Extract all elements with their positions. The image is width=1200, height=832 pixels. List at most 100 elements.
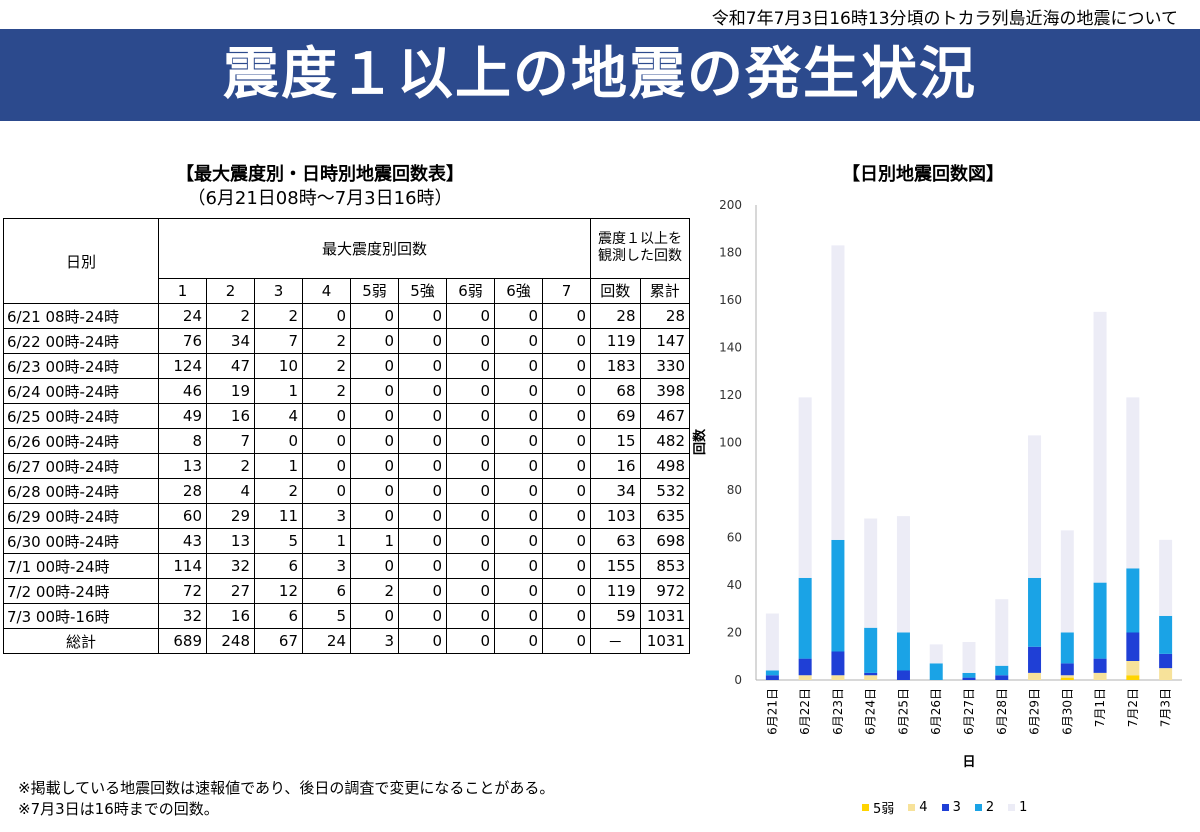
count-cell: 0: [494, 628, 543, 654]
bar-segment: [995, 675, 1009, 680]
count-cell: 0: [494, 403, 543, 429]
day-cell: 7/2 00時-24時: [3, 578, 159, 604]
count-cell: 1: [254, 378, 303, 404]
count-cell: 2: [206, 453, 255, 479]
count-cell: 0: [542, 303, 591, 329]
count-cell: 0: [446, 503, 495, 529]
legend-swatch: [908, 804, 916, 811]
day-cell: 6/24 00時-24時: [3, 378, 159, 404]
day-cell: 6/29 00時-24時: [3, 503, 159, 529]
y-tick-label: 100: [719, 436, 742, 450]
count-cell: 0: [302, 428, 351, 454]
y-tick-label: 0: [734, 673, 742, 687]
count-cell: 0: [446, 403, 495, 429]
x-tick-label: 6月25日: [896, 688, 910, 735]
count-cell: 6: [254, 553, 303, 579]
count-cell: 0: [398, 303, 447, 329]
x-tick-label: 6月24日: [864, 688, 878, 735]
count-cell: 0: [542, 528, 591, 554]
count-cell: 0: [446, 353, 495, 379]
count-cell: 0: [446, 378, 495, 404]
bar-segment: [1159, 668, 1173, 680]
count-cell: 4: [206, 478, 255, 504]
cumulative-cell: 972: [639, 578, 690, 604]
count-cell: 5: [302, 603, 351, 629]
bar-segment: [1126, 675, 1140, 680]
count-cell: 2: [302, 353, 351, 379]
count-cell: 13: [206, 528, 255, 554]
bar-segment: [1126, 661, 1140, 676]
count-cell: 67: [254, 628, 303, 654]
day-cell: 6/23 00時-24時: [3, 353, 159, 379]
column-header-7: 6弱: [446, 277, 495, 305]
x-tick-label: 6月21日: [765, 688, 779, 735]
count-cell: 0: [494, 478, 543, 504]
count-cell: 0: [398, 428, 447, 454]
legend-item: 5弱: [862, 798, 894, 817]
y-tick-label: 160: [719, 293, 742, 307]
count-cell: 0: [494, 603, 543, 629]
count-cell: 0: [494, 453, 543, 479]
bar-segment: [896, 670, 910, 680]
count-cell: 114: [158, 553, 207, 579]
x-tick-label: 6月30日: [1060, 688, 1074, 735]
bar-segment: [1060, 677, 1074, 680]
observed-count-cell: 68: [590, 378, 641, 404]
count-cell: 11: [254, 503, 303, 529]
day-cell: 7/1 00時-24時: [3, 553, 159, 579]
count-cell: 689: [158, 628, 207, 654]
cumulative-header: 累計: [639, 277, 690, 305]
bar-segment: [831, 651, 845, 676]
table-body: 6/21 08時-24時 24 2 2 0 0 0 0 0 0 28 28 6/22 00時-24時 76…: [3, 303, 690, 654]
bar-segment: [765, 613, 779, 671]
count-cell: 0: [446, 528, 495, 554]
bar-segment: [864, 627, 878, 673]
count-cell: 3: [302, 553, 351, 579]
table-row: 6/23 00時-24時 124 47 10 2 0 0 0 0 0 183 330: [3, 353, 690, 379]
legend-swatch: [1008, 804, 1016, 811]
bar-segment: [798, 658, 812, 676]
column-header-8: 6強: [494, 277, 543, 305]
column-header-row: 1 2 3 4 5弱 5強 6弱 6強 7 回数 累計: [4, 277, 690, 305]
legend-item: 1: [1008, 798, 1027, 817]
bar-segment: [995, 599, 1009, 666]
count-cell: 6: [254, 603, 303, 629]
count-cell: 0: [494, 528, 543, 554]
cumulative-cell: 1031: [639, 603, 690, 629]
count-cell: 0: [446, 453, 495, 479]
observed-count-cell: 183: [590, 353, 641, 379]
x-tick-label: 6月27日: [962, 688, 976, 735]
total-row: 総計 689 248 67 24 3 0 0 0 0 － 1031: [3, 628, 690, 654]
bar-segment: [831, 539, 845, 652]
bar-segment: [1159, 539, 1173, 616]
observed-count-cell: 119: [590, 328, 641, 354]
count-cell: 0: [350, 303, 399, 329]
count-cell: 3: [302, 503, 351, 529]
bar-segment: [1093, 658, 1107, 673]
count-cell: 1: [302, 528, 351, 554]
legend-swatch: [974, 804, 982, 811]
day-cell: 総計: [3, 628, 159, 654]
count-cell: 0: [446, 478, 495, 504]
count-cell: 0: [446, 553, 495, 579]
bar-segment: [765, 675, 779, 680]
observed-count-cell: 34: [590, 478, 641, 504]
count-cell: 2: [350, 578, 399, 604]
x-axis-label: 日: [962, 755, 975, 770]
count-cell: 0: [494, 303, 543, 329]
count-cell: 12: [254, 578, 303, 604]
count-cell: 0: [350, 403, 399, 429]
count-cell: 0: [254, 428, 303, 454]
bar-segment: [962, 642, 976, 673]
column-header-4: 4: [302, 277, 351, 305]
bar-segment: [1060, 530, 1074, 633]
count-cell: 0: [398, 328, 447, 354]
count-cell: 2: [302, 328, 351, 354]
count-cell: 0: [350, 503, 399, 529]
count-cell: 16: [206, 403, 255, 429]
observed-count-cell: 69: [590, 403, 641, 429]
count-cell: 0: [542, 578, 591, 604]
count-cell: 0: [350, 453, 399, 479]
observed-count-cell: 15: [590, 428, 641, 454]
x-tick-label: 7月3日: [1159, 688, 1173, 727]
